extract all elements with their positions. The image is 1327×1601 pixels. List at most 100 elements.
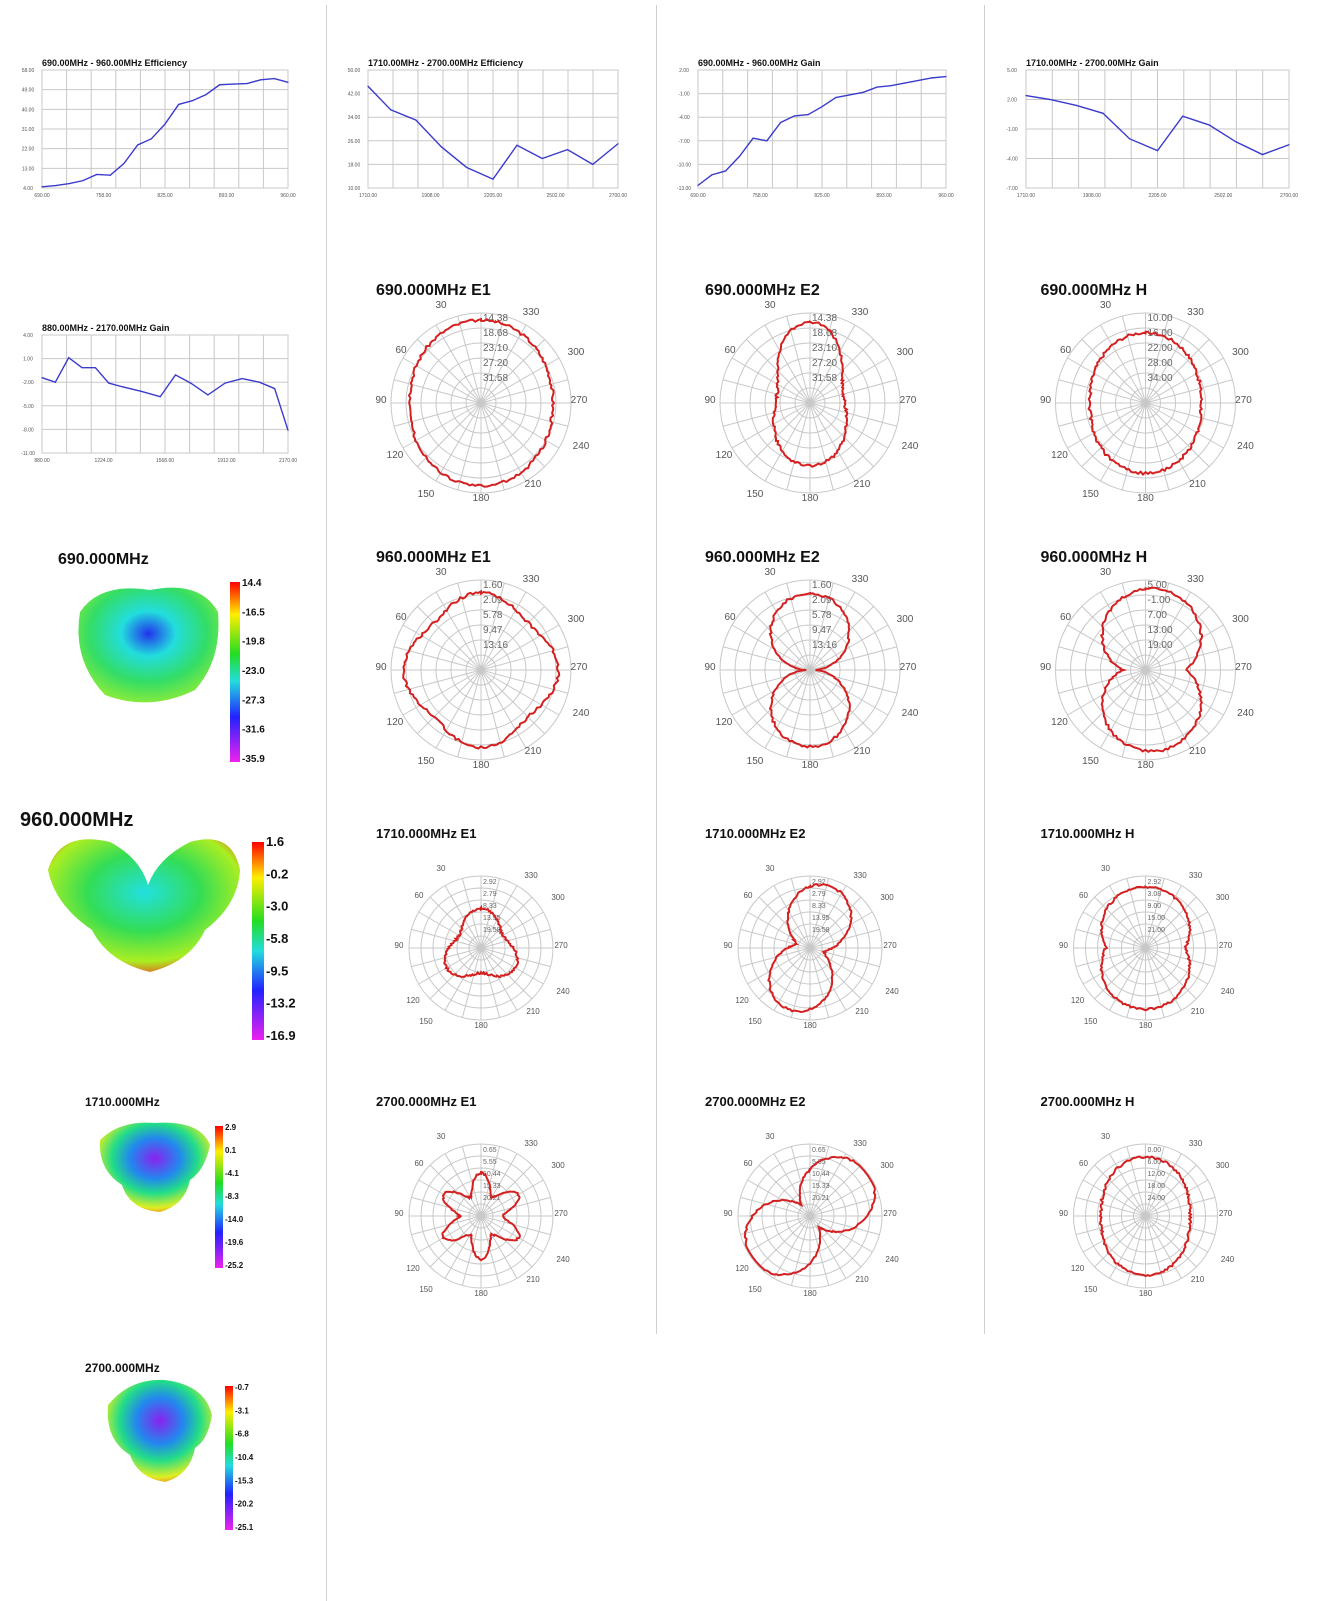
polar-spoke — [480, 947, 518, 1011]
polar-spoke — [809, 669, 898, 694]
polar-spoke — [764, 324, 811, 404]
polar-angle-label: 30 — [764, 300, 776, 311]
y-tick-label: -4.00 — [678, 115, 690, 121]
polar-angle-label: 240 — [573, 708, 590, 719]
polar-spoke — [758, 947, 811, 1000]
polar-cell: 960.000MHz E2 1.60 2.09 5.78 9.47 13.16 30 330 6… — [656, 532, 984, 800]
polar-spoke — [809, 669, 856, 749]
x-tick-label: 2700.00 — [609, 193, 627, 199]
polar-ring-label: 13.95 — [483, 915, 501, 922]
data-point — [766, 140, 768, 142]
polar-angle-label: 120 — [387, 717, 404, 728]
polar-spoke — [411, 1196, 482, 1217]
data-point — [190, 382, 192, 384]
polar-title: 1710.000MHz E1 — [376, 826, 476, 841]
data-point — [862, 91, 864, 93]
polar-spoke — [480, 402, 569, 427]
polar-angle-label: 270 — [900, 395, 917, 406]
x-tick-label: 2205.00 — [484, 193, 502, 199]
polar-angle-label: 30 — [1101, 1132, 1110, 1141]
polar-angle-label: 210 — [525, 746, 542, 757]
polar-angle-label: 150 — [748, 1017, 762, 1026]
polar-angle-label: 120 — [406, 996, 420, 1005]
polar-angle-label: 330 — [1187, 574, 1204, 585]
polar-angle-label: 180 — [474, 1021, 488, 1030]
polar-angle-label: 210 — [1191, 1007, 1205, 1016]
polar-angle-label: 60 — [1079, 891, 1088, 900]
polar-angle-label: 30 — [435, 300, 447, 311]
polar-spoke — [809, 402, 834, 491]
polar-spoke — [809, 1215, 873, 1253]
polar-ring-label: -1.00 — [1148, 595, 1171, 606]
polar-angle-label: 150 — [747, 756, 764, 767]
data-point — [465, 166, 468, 168]
polar-ring-label: 0.65 — [483, 1147, 497, 1154]
data-point — [287, 429, 289, 431]
polar-angle-label: 120 — [1071, 1264, 1085, 1273]
data-point — [1182, 115, 1184, 117]
polar-ring-label: 5.00 — [1148, 580, 1168, 591]
polar-spoke — [480, 1215, 551, 1236]
polar-spoke — [1145, 379, 1233, 404]
polar-angle-label: 330 — [852, 574, 869, 585]
pattern-trace — [1098, 1155, 1193, 1278]
polar-title: 1710.000MHz H — [1041, 826, 1135, 841]
polar-angle-label: 240 — [556, 1255, 570, 1264]
polar-spoke — [480, 896, 533, 949]
polar-spoke — [773, 1215, 811, 1279]
polar-angle-label: 30 — [437, 864, 446, 873]
polar-cell: 690.000MHz E1 14.38 18.68 23.10 27.20 31.58 30… — [326, 265, 656, 532]
polar-spoke — [480, 402, 527, 482]
polar-spoke — [764, 669, 811, 749]
polar-angle-label: 180 — [1137, 493, 1154, 504]
polar-angle-label: 240 — [1221, 987, 1235, 996]
polar-title: 2700.000MHz E2 — [705, 1094, 805, 1109]
polar-angle-label: 150 — [747, 489, 764, 500]
data-point — [205, 93, 207, 96]
polar-angle-label: 240 — [902, 441, 919, 452]
data-point — [492, 178, 494, 180]
polar-spoke — [480, 1146, 501, 1217]
pattern-title: 960.000MHz — [20, 809, 133, 831]
polar-angle-label: 180 — [1137, 760, 1154, 771]
data-point — [931, 77, 933, 79]
colorbar-label: -8.3 — [225, 1192, 239, 1201]
polar-angle-label: 90 — [375, 662, 387, 673]
polar-angle-label: 210 — [525, 479, 542, 490]
polar-angle-label: 210 — [855, 1007, 869, 1016]
polar-spoke — [461, 1146, 482, 1217]
polar-angle-label: 120 — [716, 450, 733, 461]
pattern-title: 1710.000MHz — [85, 1095, 160, 1109]
pattern-3d: 690.000MHz 14.4 -16.5 -19.8 -23.0 -27.3 -31.6 -… — [58, 551, 265, 765]
polar-angle-label: 30 — [1100, 300, 1112, 311]
polar-title: 2700.000MHz E1 — [376, 1094, 476, 1109]
polar-ring-label: 15.33 — [483, 1183, 501, 1190]
polar-spoke — [461, 1215, 482, 1286]
polar-spoke — [1145, 646, 1233, 671]
polar-chart: 1710.000MHz H 2.92 3.08 9.00 15.00 21.00 30 330… — [1041, 826, 1235, 1030]
polar-cell: 960.000MHz E1 1.60 2.09 5.78 9.47 13.16 30 330 6… — [326, 532, 656, 800]
polar-ring-label: 7.00 — [1148, 610, 1168, 621]
data-point — [541, 157, 543, 160]
polar-spoke — [1100, 669, 1146, 749]
polar-spoke — [1075, 1196, 1146, 1217]
polar-ring-label: 23.10 — [812, 343, 837, 354]
polar-ring-label: 2.79 — [483, 891, 497, 898]
colorbar-label: -5.8 — [266, 931, 288, 946]
polar-chart: 960.000MHz E1 1.60 2.09 5.78 9.47 13.16 30 330 6… — [375, 549, 590, 771]
polar-spoke — [418, 911, 482, 949]
data-point — [738, 155, 740, 158]
polar-spoke — [435, 402, 482, 482]
pattern-trace — [443, 904, 520, 979]
polar-angle-label: 90 — [724, 941, 733, 950]
polar-ring-label: 28.00 — [1148, 358, 1173, 369]
polar-spoke — [480, 402, 505, 491]
polar-spoke — [1145, 669, 1233, 694]
polar-spoke — [773, 885, 811, 949]
polar-spoke — [758, 896, 811, 949]
y-tick-label: 22.00 — [22, 147, 35, 153]
polar-spoke — [1094, 1164, 1146, 1217]
colorbar-label: -19.8 — [242, 637, 265, 648]
polar-angle-label: 180 — [803, 1289, 817, 1298]
chart-title: 690.00MHz - 960.00MHz Efficiency — [42, 58, 187, 68]
